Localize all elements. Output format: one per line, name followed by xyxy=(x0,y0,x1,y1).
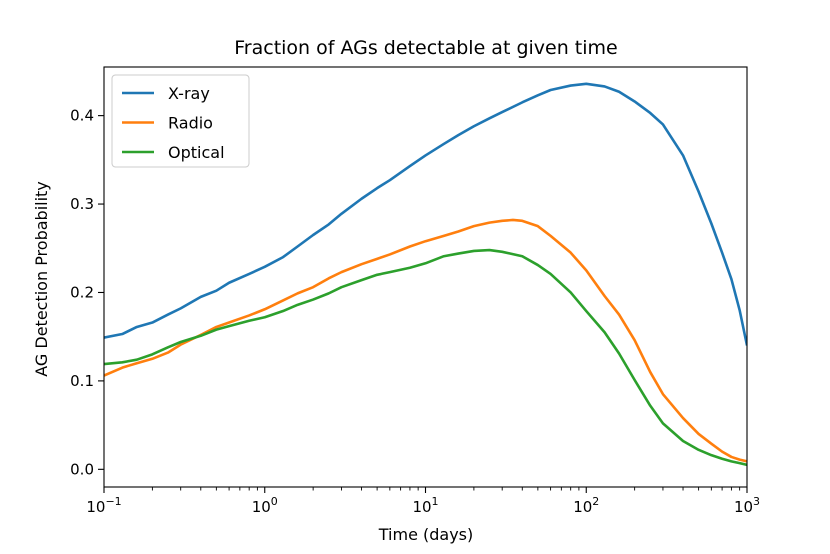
series-line-optical xyxy=(104,248,747,467)
y-tick-label: 0.0 xyxy=(70,460,94,478)
x-axis-ticks: 10−1 100 101 102 103 xyxy=(86,487,760,516)
x-tick-label: 102 xyxy=(573,495,599,516)
y-axis-ticks: 0.0 0.1 0.2 0.3 0.4 xyxy=(70,107,104,478)
x-tick-label: 100 xyxy=(252,495,278,516)
legend: X-ray Radio Optical xyxy=(111,74,250,168)
y-tick-label: 0.2 xyxy=(70,283,94,301)
y-tick-label: 0.4 xyxy=(70,107,94,125)
series-line-radio xyxy=(104,218,747,463)
legend-label: Optical xyxy=(168,143,225,162)
y-tick-label: 0.1 xyxy=(70,372,94,390)
x-axis-label: Time (days) xyxy=(378,525,474,544)
series-line-x-ray xyxy=(104,82,747,346)
y-axis-label: AG Detection Probability xyxy=(32,181,51,377)
legend-box xyxy=(111,74,250,168)
legend-label: X-ray xyxy=(168,84,210,103)
legend-label: Radio xyxy=(168,114,213,133)
x-tick-label: 101 xyxy=(412,495,438,516)
chart-title: Fraction of AGs detectable at given time xyxy=(234,37,617,59)
x-tick-label: 103 xyxy=(734,495,760,516)
y-tick-label: 0.3 xyxy=(70,195,94,213)
x-tick-label: 10−1 xyxy=(86,495,121,516)
